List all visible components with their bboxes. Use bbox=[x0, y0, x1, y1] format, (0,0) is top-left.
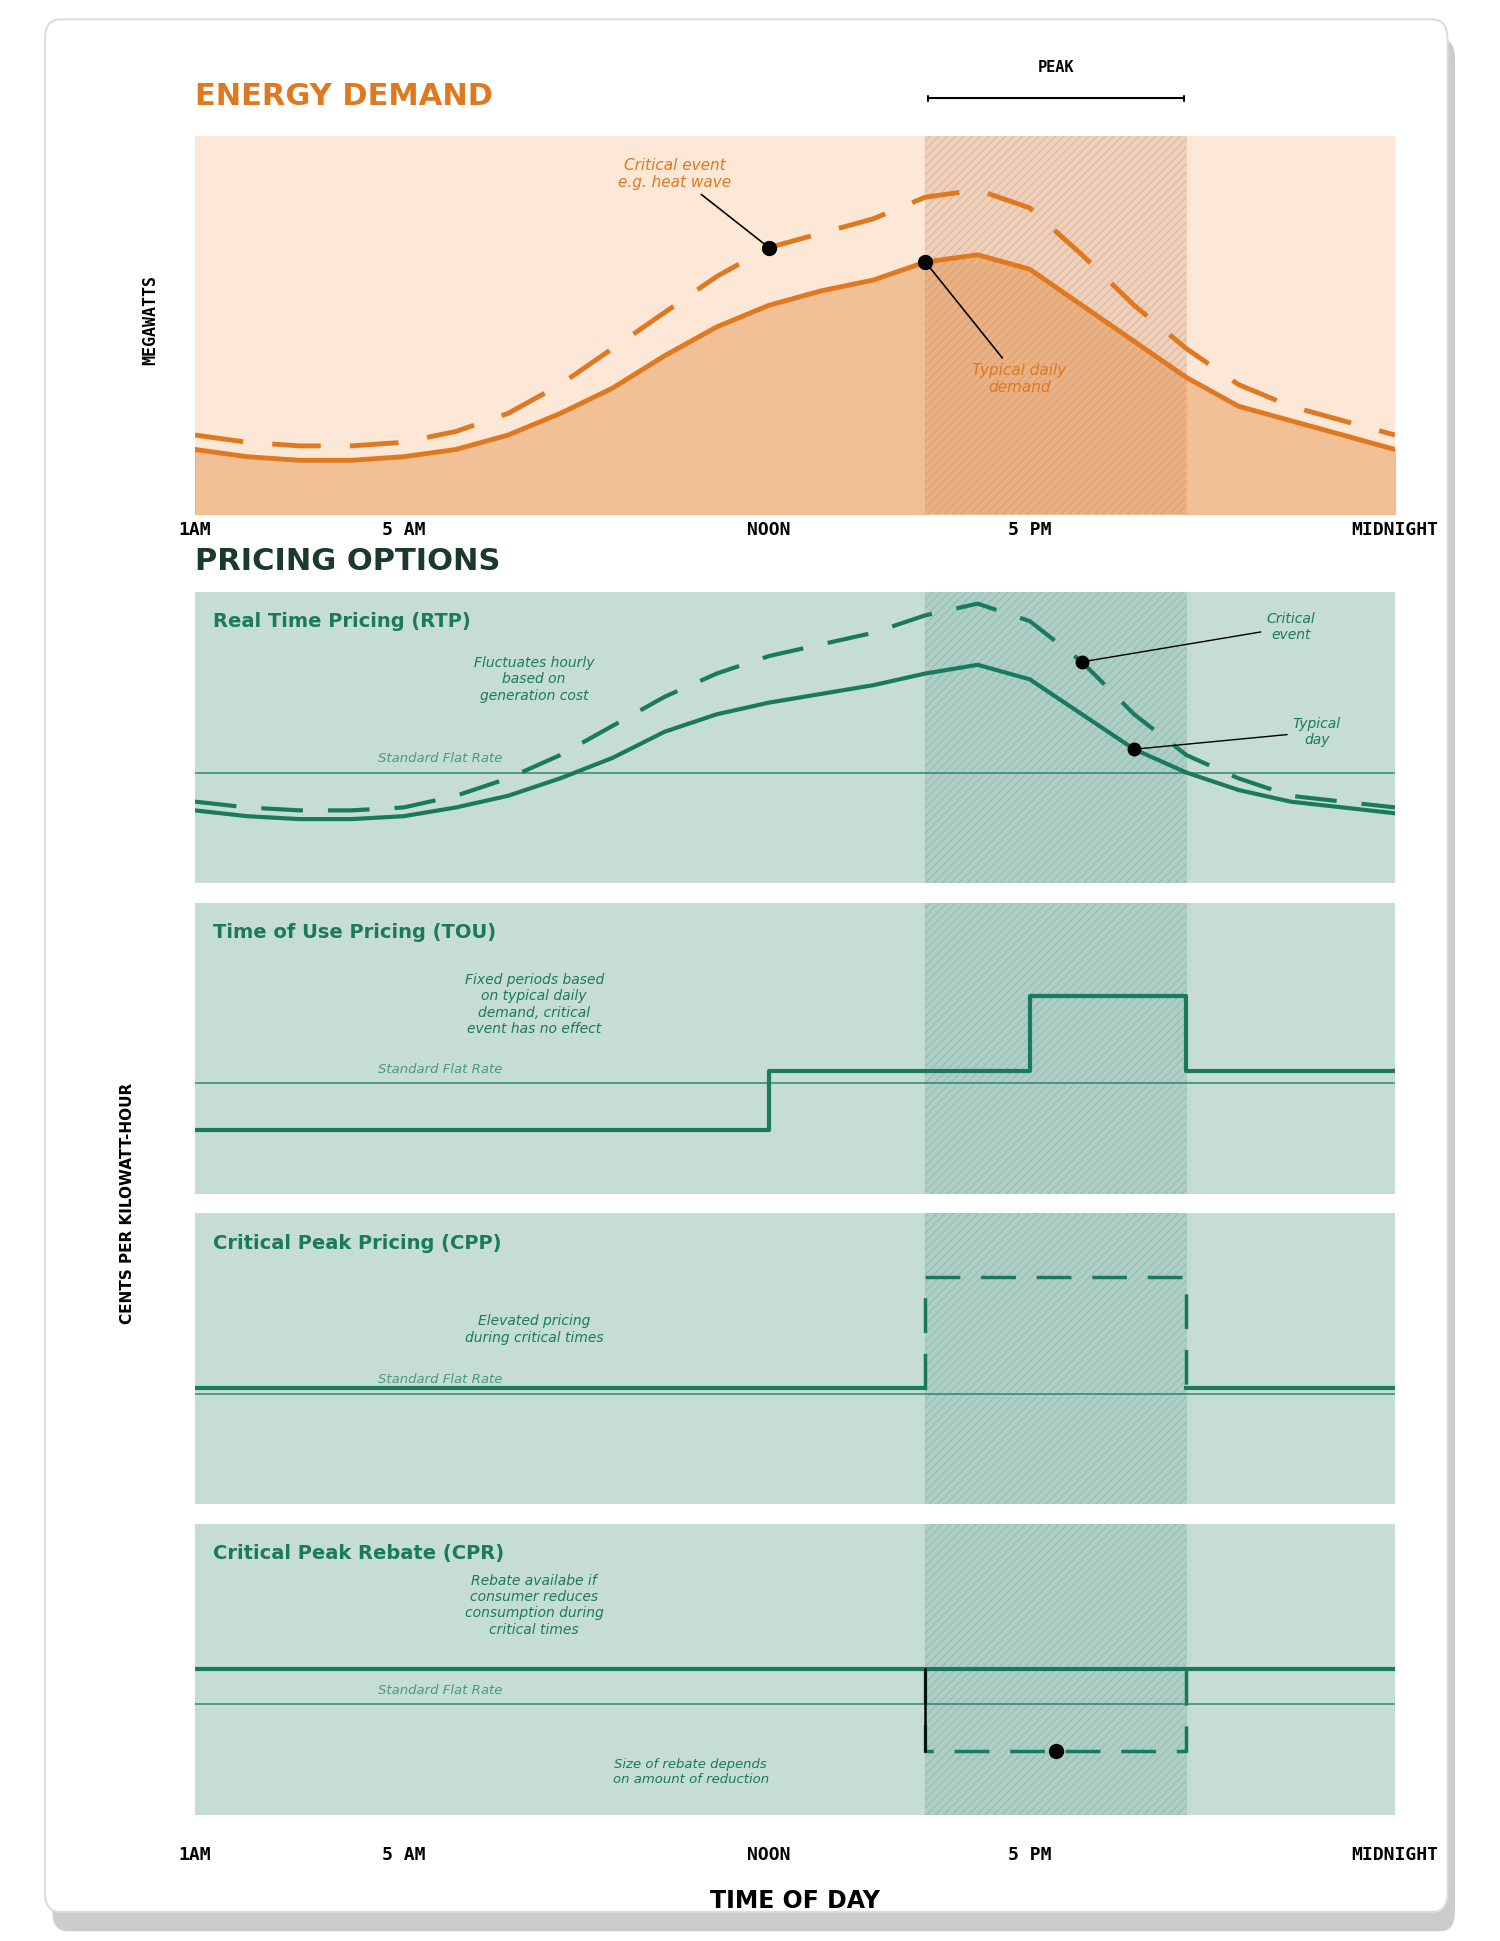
Text: NOON: NOON bbox=[747, 1846, 790, 1863]
Text: MIDNIGHT: MIDNIGHT bbox=[1352, 1846, 1438, 1863]
Text: Critical Peak Rebate (CPR): Critical Peak Rebate (CPR) bbox=[213, 1543, 504, 1563]
Text: Critical event
e.g. heat wave: Critical event e.g. heat wave bbox=[618, 157, 766, 247]
Text: Real Time Pricing (RTP): Real Time Pricing (RTP) bbox=[213, 613, 471, 631]
Text: Rebate availabe if
consumer reduces
consumption during
critical times: Rebate availabe if consumer reduces cons… bbox=[465, 1574, 603, 1636]
Text: Elevated pricing
during critical times: Elevated pricing during critical times bbox=[465, 1314, 603, 1345]
Bar bbox=[926, 136, 1186, 514]
Text: PRICING OPTIONS: PRICING OPTIONS bbox=[195, 547, 501, 576]
Bar bbox=[926, 1524, 1186, 1815]
Bar bbox=[926, 1524, 1186, 1815]
Bar bbox=[926, 903, 1186, 1194]
Bar bbox=[926, 903, 1186, 1194]
Text: 5 PM: 5 PM bbox=[1008, 1846, 1052, 1863]
Text: Fixed periods based
on typical daily
demand, critical
event has no effect: Fixed periods based on typical daily dem… bbox=[465, 972, 604, 1036]
Text: ENERGY DEMAND: ENERGY DEMAND bbox=[195, 82, 494, 111]
Bar bbox=[926, 592, 1186, 883]
Text: TIME OF DAY: TIME OF DAY bbox=[710, 1889, 880, 1912]
Text: Standard Flat Rate: Standard Flat Rate bbox=[378, 1064, 502, 1075]
Text: Standard Flat Rate: Standard Flat Rate bbox=[378, 1685, 502, 1696]
Text: Typical daily
demand: Typical daily demand bbox=[927, 264, 1066, 396]
Text: 1AM: 1AM bbox=[178, 1846, 212, 1863]
Text: CENTS PER KILOWATT-HOUR: CENTS PER KILOWATT-HOUR bbox=[120, 1083, 135, 1324]
Bar bbox=[926, 1213, 1186, 1504]
Text: Fluctuates hourly
based on
generation cost: Fluctuates hourly based on generation co… bbox=[474, 656, 594, 703]
Text: Critical
event: Critical event bbox=[1084, 611, 1316, 662]
Bar bbox=[926, 592, 1186, 883]
Text: Time of Use Pricing (TOU): Time of Use Pricing (TOU) bbox=[213, 924, 496, 941]
Text: PEAK: PEAK bbox=[1038, 60, 1074, 76]
Text: Standard Flat Rate: Standard Flat Rate bbox=[378, 1374, 502, 1386]
Bar bbox=[926, 136, 1186, 514]
Text: Typical
day: Typical day bbox=[1137, 716, 1341, 749]
Bar bbox=[926, 1213, 1186, 1504]
Text: MEGAWATTS: MEGAWATTS bbox=[141, 276, 159, 365]
Text: Critical Peak Pricing (CPP): Critical Peak Pricing (CPP) bbox=[213, 1234, 501, 1252]
Text: 5 AM: 5 AM bbox=[382, 1846, 426, 1863]
Text: Standard Flat Rate: Standard Flat Rate bbox=[378, 753, 502, 765]
Text: Size of rebate depends
on amount of reduction: Size of rebate depends on amount of redu… bbox=[612, 1759, 768, 1786]
